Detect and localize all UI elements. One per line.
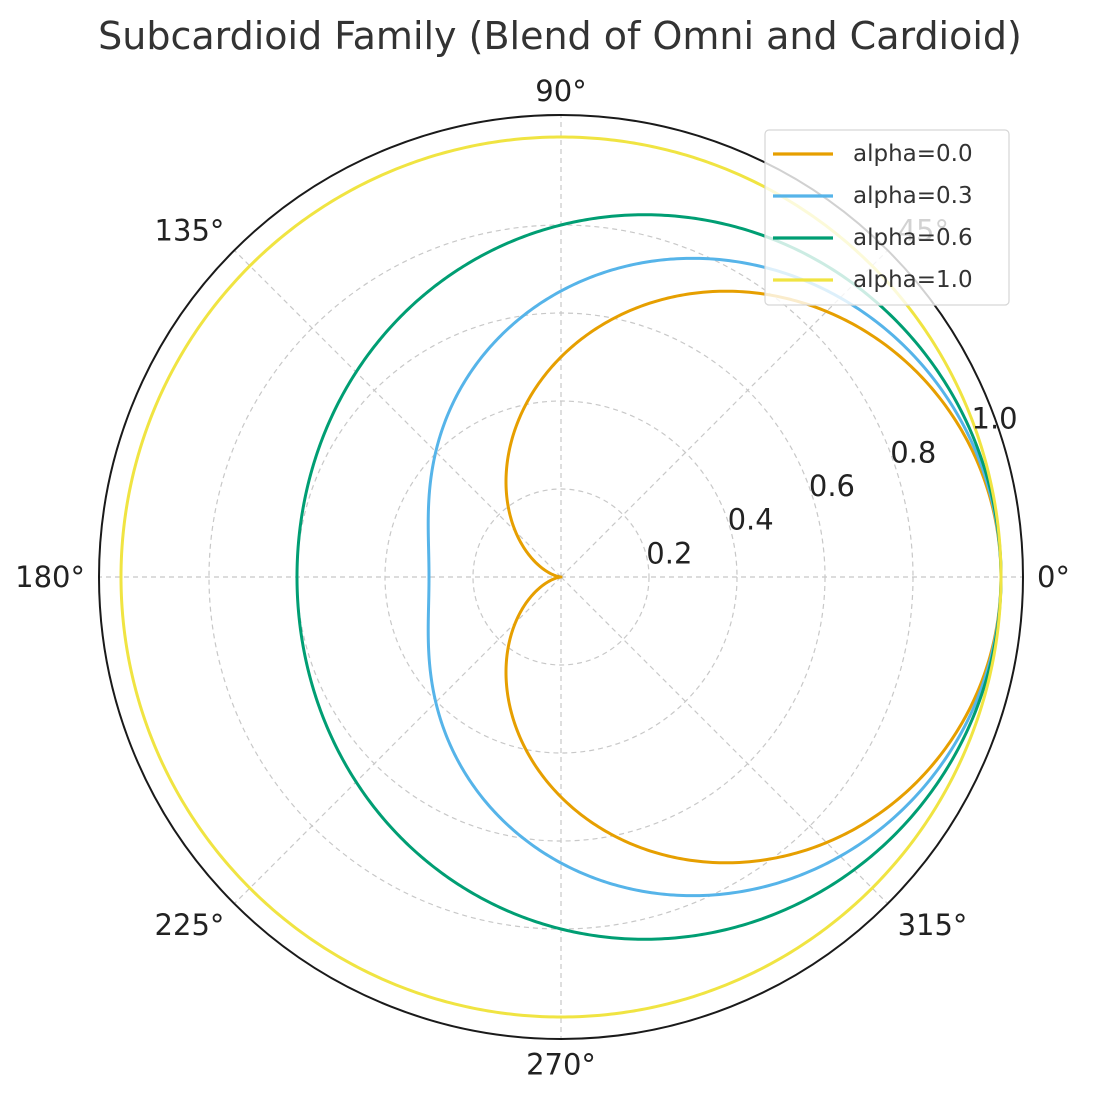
legend: alpha=0.0 alpha=0.3 alpha=0.6 alpha=1.0: [764, 129, 1010, 306]
theta-gridline: [560, 576, 889, 905]
theta-gridline: [233, 576, 562, 905]
legend-box: [764, 129, 1010, 306]
r-tick-label: 0.4: [728, 503, 774, 537]
theta-tick-label: 225°: [155, 908, 225, 942]
theta-tick-label: 0°: [1037, 560, 1070, 594]
polar-outer-frame: [98, 114, 1024, 1040]
r-tick-label: 0.2: [646, 536, 692, 570]
legend-label: alpha=0.3: [853, 183, 973, 209]
r-gridline: [472, 488, 650, 666]
series-line-alpha-0-3: [426, 256, 1003, 898]
chart-title: Subcardioid Family (Blend of Omni and Ca…: [98, 14, 1022, 58]
theta-gridline: [233, 249, 562, 578]
polar-frame: [98, 114, 1024, 1040]
theta-tick-label: 135°: [155, 213, 225, 247]
legend-label: alpha=0.0: [853, 141, 973, 167]
series-line-alpha-0-6: [295, 213, 1003, 941]
theta-tick-label: 315°: [898, 908, 968, 942]
series-line-alpha-0-0: [504, 289, 1003, 865]
theta-tick-label: 90°: [535, 74, 586, 108]
legend-label: alpha=0.6: [853, 225, 973, 251]
legend-label: alpha=1.0: [853, 267, 973, 293]
axis-labels: 0°45°90°135°180°225°270°315°0.20.40.60.8…: [15, 74, 1070, 1082]
r-tick-label: 0.8: [890, 435, 936, 469]
r-tick-label: 1.0: [972, 402, 1018, 436]
theta-tick-label: 270°: [526, 1048, 596, 1082]
theta-tick-label: 180°: [15, 560, 85, 594]
r-tick-label: 0.6: [809, 469, 855, 503]
theta-gridline: [560, 249, 889, 578]
